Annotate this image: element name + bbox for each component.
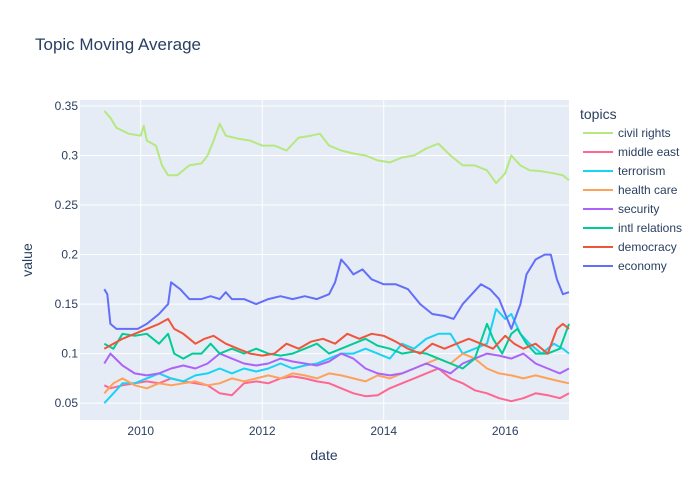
y-axis-ticks: 0.05 0.1 0.15 0.2 0.25 0.3 0.35 [55, 99, 79, 410]
legend-title: topics [580, 106, 617, 122]
series-line-democracy [103, 317, 570, 357]
legend-item[interactable]: democracy [583, 240, 677, 254]
legend-item[interactable]: economy [583, 259, 667, 273]
legend-label: intl relations [618, 221, 682, 235]
legend-label: middle east [618, 145, 680, 159]
y-tick-label: 0.35 [55, 99, 79, 113]
x-axis-ticks: 2010 2012 2014 2016 [127, 424, 518, 438]
legend-label: economy [618, 259, 667, 273]
y-tick-label: 0.2 [61, 248, 78, 262]
x-gridlines [140, 100, 506, 420]
series-line-security [103, 352, 570, 377]
x-tick-label: 2016 [492, 424, 519, 438]
plot-area [80, 100, 569, 420]
x-tick-label: 2010 [127, 424, 154, 438]
series-line-health-care [103, 352, 570, 394]
legend-item[interactable]: health care [583, 183, 678, 197]
legend-item[interactable]: middle east [583, 145, 680, 159]
x-tick-label: 2014 [370, 424, 397, 438]
legend-item[interactable]: intl relations [583, 221, 682, 235]
legend-item[interactable]: terrorism [583, 164, 665, 178]
legend-item[interactable]: security [583, 202, 659, 216]
legend-item[interactable]: civil rights [583, 126, 671, 140]
legend-label: civil rights [618, 126, 671, 140]
series-line-civil-rights [103, 110, 570, 185]
x-tick-label: 2012 [249, 424, 276, 438]
legend-label: terrorism [618, 164, 665, 178]
legend-label: health care [618, 183, 678, 197]
y-axis-title: value [19, 243, 35, 277]
y-tick-label: 0.1 [61, 347, 78, 361]
legend-label: security [618, 202, 659, 216]
series-line-intl-relations [103, 322, 570, 370]
y-tick-label: 0.25 [55, 198, 79, 212]
legend: topics civil rights middle east terrorism h… [580, 106, 682, 273]
y-gridlines [80, 105, 569, 404]
y-tick-label: 0.05 [55, 396, 79, 410]
y-tick-label: 0.3 [61, 148, 78, 162]
series-lines [103, 110, 570, 404]
y-tick-label: 0.15 [55, 297, 79, 311]
series-line-economy [103, 253, 570, 330]
legend-label: democracy [618, 240, 677, 254]
chart-title: Topic Moving Average [35, 35, 201, 54]
x-axis-title: date [310, 447, 337, 463]
